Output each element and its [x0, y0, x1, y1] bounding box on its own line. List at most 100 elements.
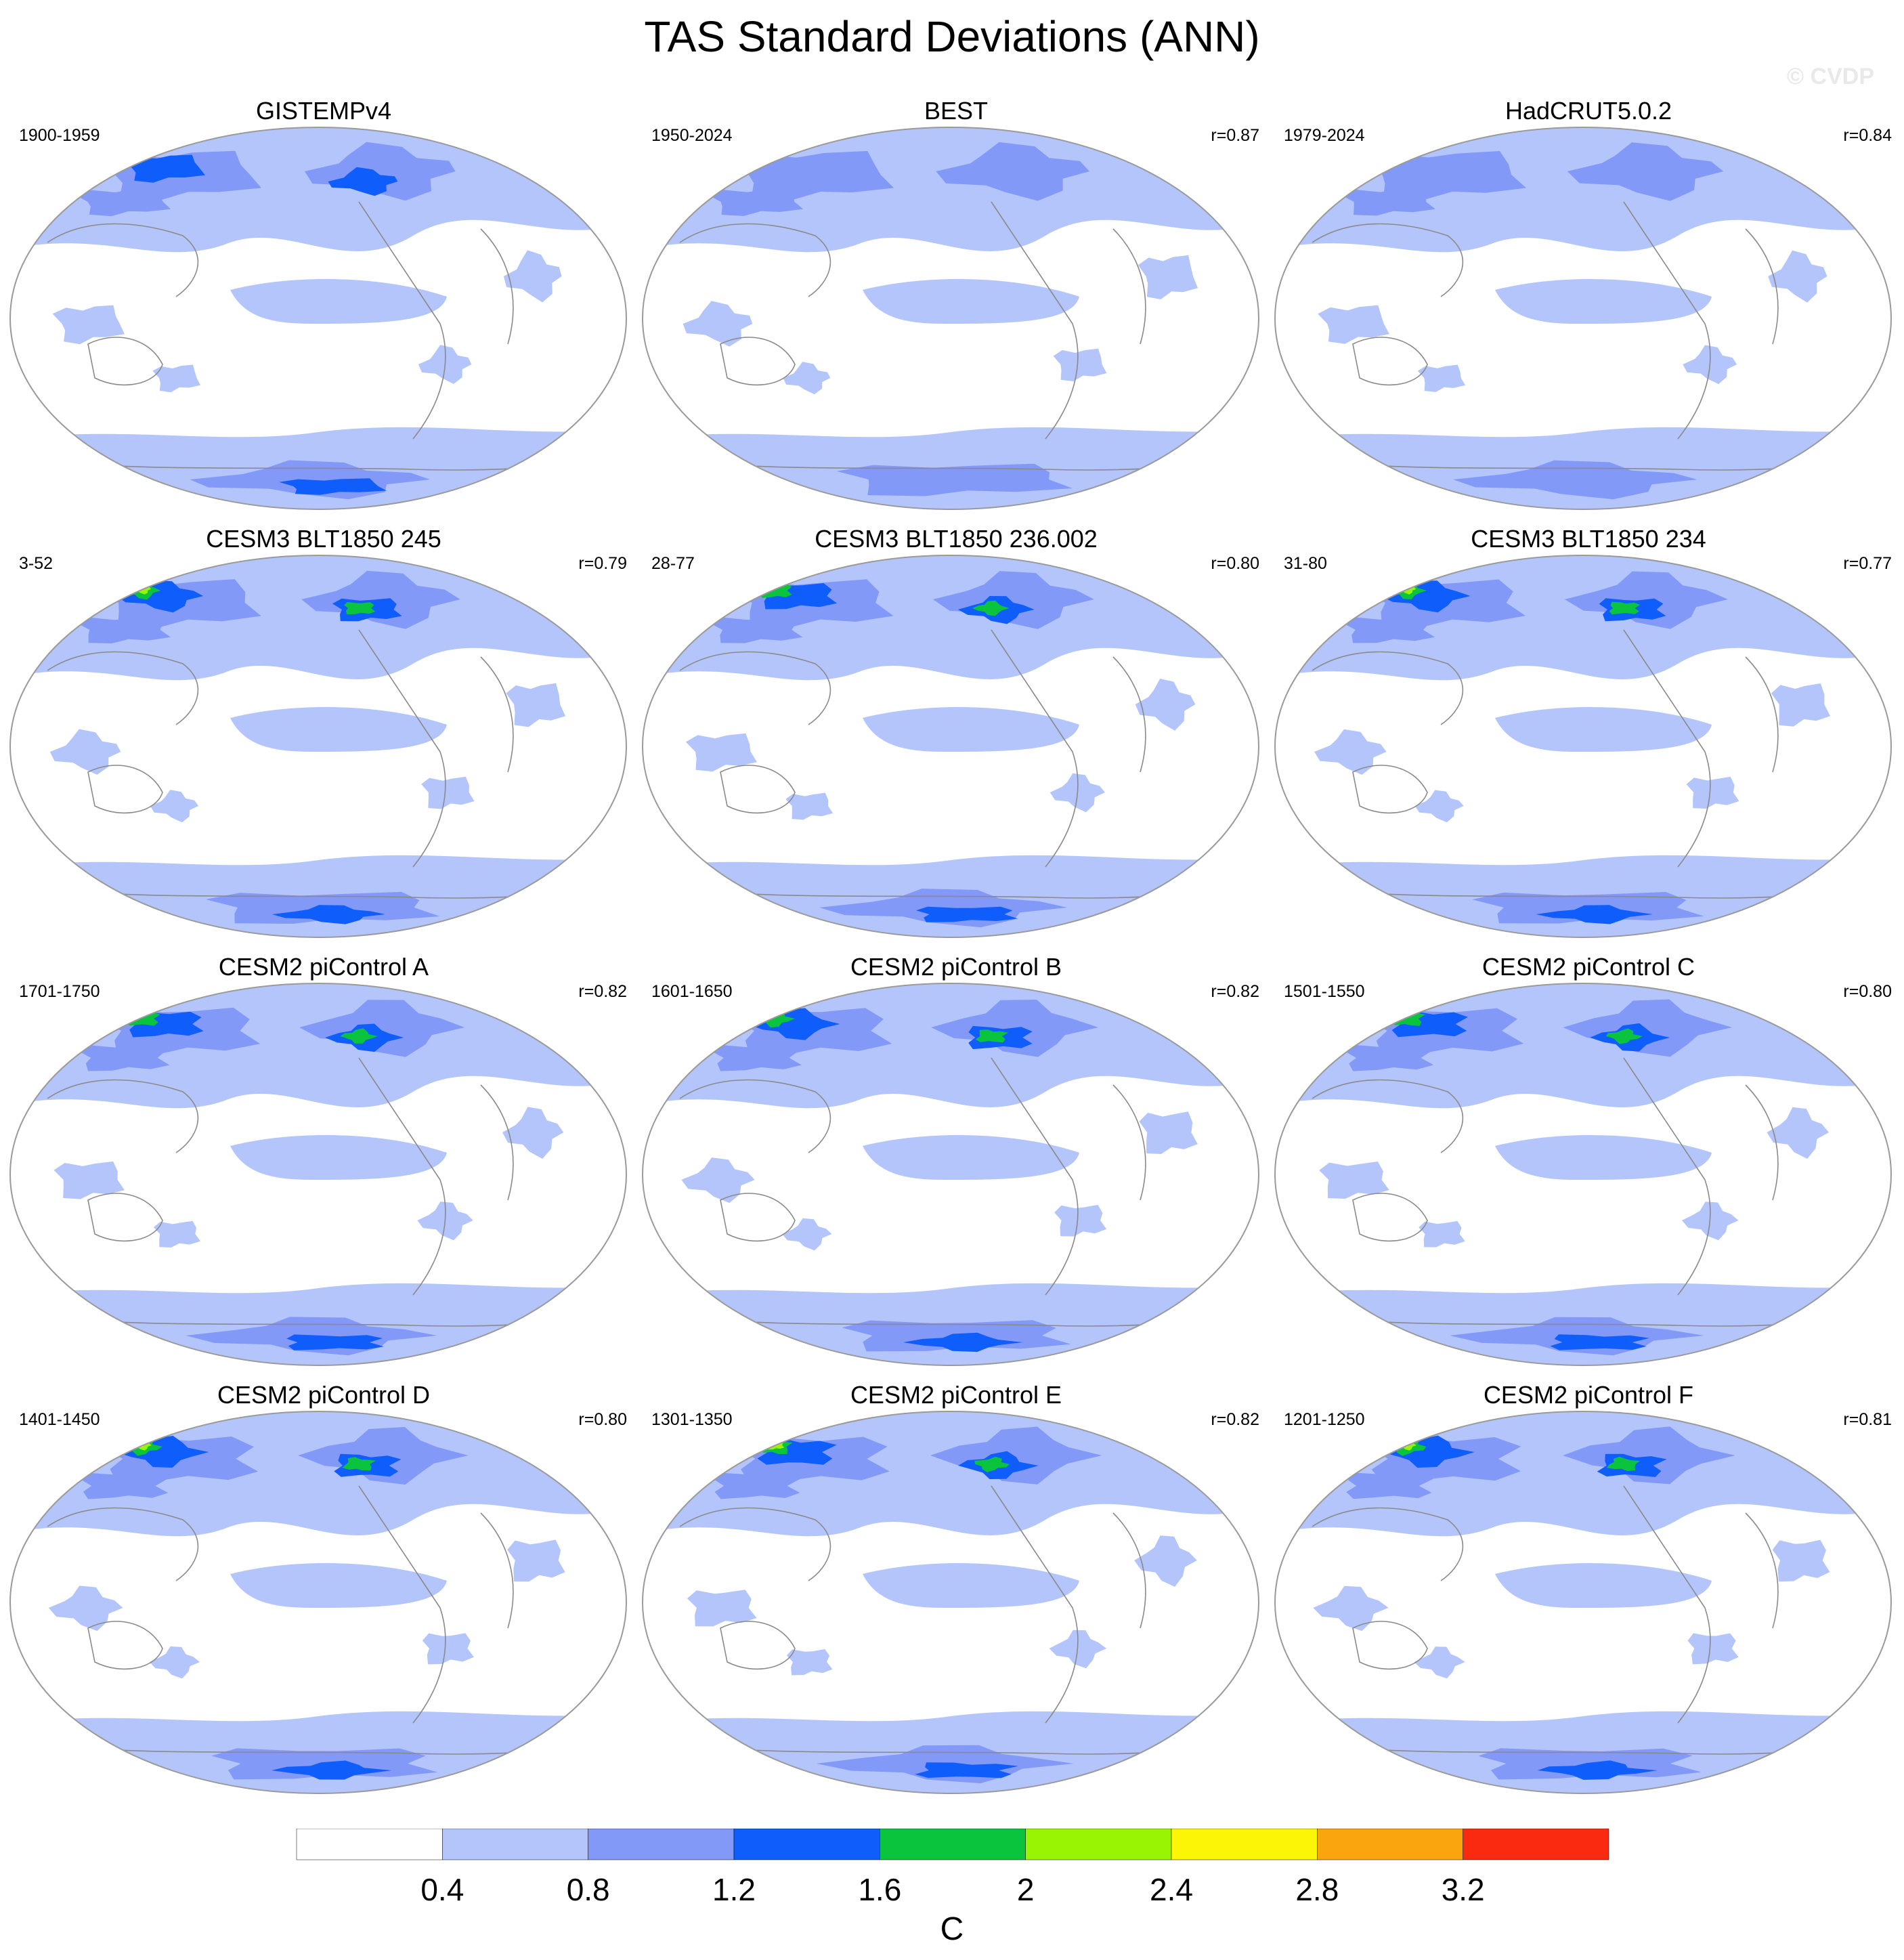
robinson-map [1274, 983, 1892, 1366]
contour-patch [681, 1157, 755, 1203]
contour-patch [916, 906, 1018, 922]
contour-patch [712, 1045, 802, 1071]
contour-patch [1138, 255, 1198, 299]
colorbar-swatch [1171, 1829, 1318, 1860]
contour-patch [342, 1457, 376, 1471]
panel-years: 1201-1250 [1284, 1410, 1365, 1429]
colorbar-swatch [296, 1829, 443, 1860]
contour-patch [687, 1590, 757, 1627]
map-panel: CESM3 BLT1850 236.002 28-77 r=0.80 [639, 524, 1273, 944]
contour-patch [1537, 1760, 1658, 1780]
panel-years: 31-80 [1284, 554, 1327, 573]
contour-patch [152, 364, 200, 393]
map-outline [9, 555, 627, 938]
panel-title: CESM3 BLT1850 234 [1471, 525, 1706, 553]
map-fill-layer [10, 1411, 626, 1793]
contour-patch [915, 1762, 1018, 1778]
contour-patch [1453, 460, 1697, 500]
colorbar-tick-label: 0.8 [567, 1872, 610, 1907]
contour-patch [683, 301, 753, 347]
contour-patch [1605, 1028, 1643, 1044]
map-outline [1274, 555, 1892, 938]
coastlines [1298, 1057, 1882, 1327]
contour-patch [1054, 1205, 1107, 1237]
map-fill-layer [1275, 983, 1891, 1365]
contour-patch [1414, 1646, 1465, 1679]
panel-pattern-correlation: r=0.81 [1843, 1410, 1892, 1429]
panel-years: 1601-1650 [651, 982, 733, 1001]
contour-patch [1381, 1435, 1475, 1468]
map-fill-layer [643, 555, 1259, 937]
contour-patch [975, 1029, 1009, 1043]
contour-patch [299, 1000, 465, 1057]
coastlines [1298, 1485, 1882, 1755]
contour-band-tropical-pacific [230, 706, 447, 752]
contour-patch [272, 905, 385, 924]
contour-patch [932, 571, 1094, 629]
contour-patch [1771, 683, 1830, 727]
contour-patch [48, 1585, 123, 1632]
colorbar-swatch [588, 1829, 735, 1860]
panel-pattern-correlation: r=0.84 [1843, 126, 1892, 145]
contour-band-tropical-pacific [230, 1134, 447, 1180]
map-outline [9, 1411, 627, 1794]
contour-patch [1687, 1633, 1739, 1665]
colorbar-tick-label: 0.4 [420, 1872, 464, 1907]
contour-patch [1536, 905, 1653, 924]
panel-pattern-correlation: r=0.80 [578, 1410, 627, 1429]
colorbar-swatch [1317, 1829, 1463, 1860]
contour-patch [421, 776, 475, 809]
contour-patch [1419, 1220, 1465, 1248]
colorbar-swatch [1025, 1829, 1172, 1860]
contour-patch [1346, 1472, 1433, 1499]
watermark: © CVDP [1787, 64, 1874, 89]
coastlines [33, 1057, 617, 1327]
map-fill-layer [1275, 555, 1891, 937]
map-outline [642, 555, 1259, 938]
contour-patch [77, 616, 171, 643]
panel-years: 1979-2024 [1284, 126, 1365, 145]
colorbar-tick-label: 2.8 [1295, 1872, 1339, 1907]
map-panel: CESM2 piControl A 1701-1750 r=0.82 [7, 952, 641, 1372]
contour-patch [279, 478, 387, 495]
map-outline [1274, 983, 1892, 1366]
map-fill-layer [643, 1411, 1259, 1793]
contour-patch [786, 1649, 833, 1676]
panel-years: 1900-1959 [19, 126, 100, 145]
panel-pattern-correlation: r=0.82 [1211, 982, 1259, 1001]
contour-band-tropical-pacific [1495, 1562, 1712, 1608]
contour-patch [1319, 1162, 1389, 1199]
contour-patch [1567, 142, 1724, 201]
panel-pattern-correlation: r=0.82 [578, 982, 627, 1001]
contour-band-tropical-pacific [1495, 706, 1712, 752]
panel-title: CESM3 BLT1850 236.002 [815, 525, 1098, 553]
panel-pattern-correlation: r=0.77 [1843, 554, 1892, 573]
contour-patch [714, 1472, 800, 1499]
coastlines [33, 629, 617, 899]
robinson-map [9, 127, 627, 510]
contour-patch [783, 362, 831, 395]
map-panel: CESM2 piControl B 1601-1650 r=0.82 [639, 952, 1273, 1372]
contour-band-tropical-pacific [1495, 278, 1712, 324]
panel-title: CESM2 piControl D [217, 1381, 431, 1409]
contour-patch [1550, 1334, 1649, 1350]
contour-patch [710, 616, 803, 643]
contour-patch [149, 1646, 200, 1679]
contour-band-tropical-pacific [230, 278, 447, 324]
panel-years: 3-52 [19, 554, 53, 573]
contour-patch [685, 733, 757, 772]
coastlines [666, 1485, 1249, 1755]
contour-patch [305, 142, 456, 201]
map-panel: HadCRUT5.0.2 1979-2024 r=0.84 [1272, 96, 1904, 516]
contour-patch [1341, 188, 1435, 216]
map-fill-layer [643, 127, 1259, 509]
panel-years: 1701-1750 [19, 982, 100, 1001]
colorbar-tick-label: 1.6 [858, 1872, 901, 1907]
map-outline [642, 983, 1259, 1366]
contour-patch [150, 790, 198, 823]
contour-patch [79, 1045, 170, 1071]
panel-years: 28-77 [651, 554, 695, 573]
map-panel: CESM3 BLT1850 234 31-80 r=0.77 [1272, 524, 1904, 944]
figure-title: TAS Standard Deviations (ANN) [644, 12, 1260, 61]
colorbar-tick-label: 2.4 [1150, 1872, 1193, 1907]
